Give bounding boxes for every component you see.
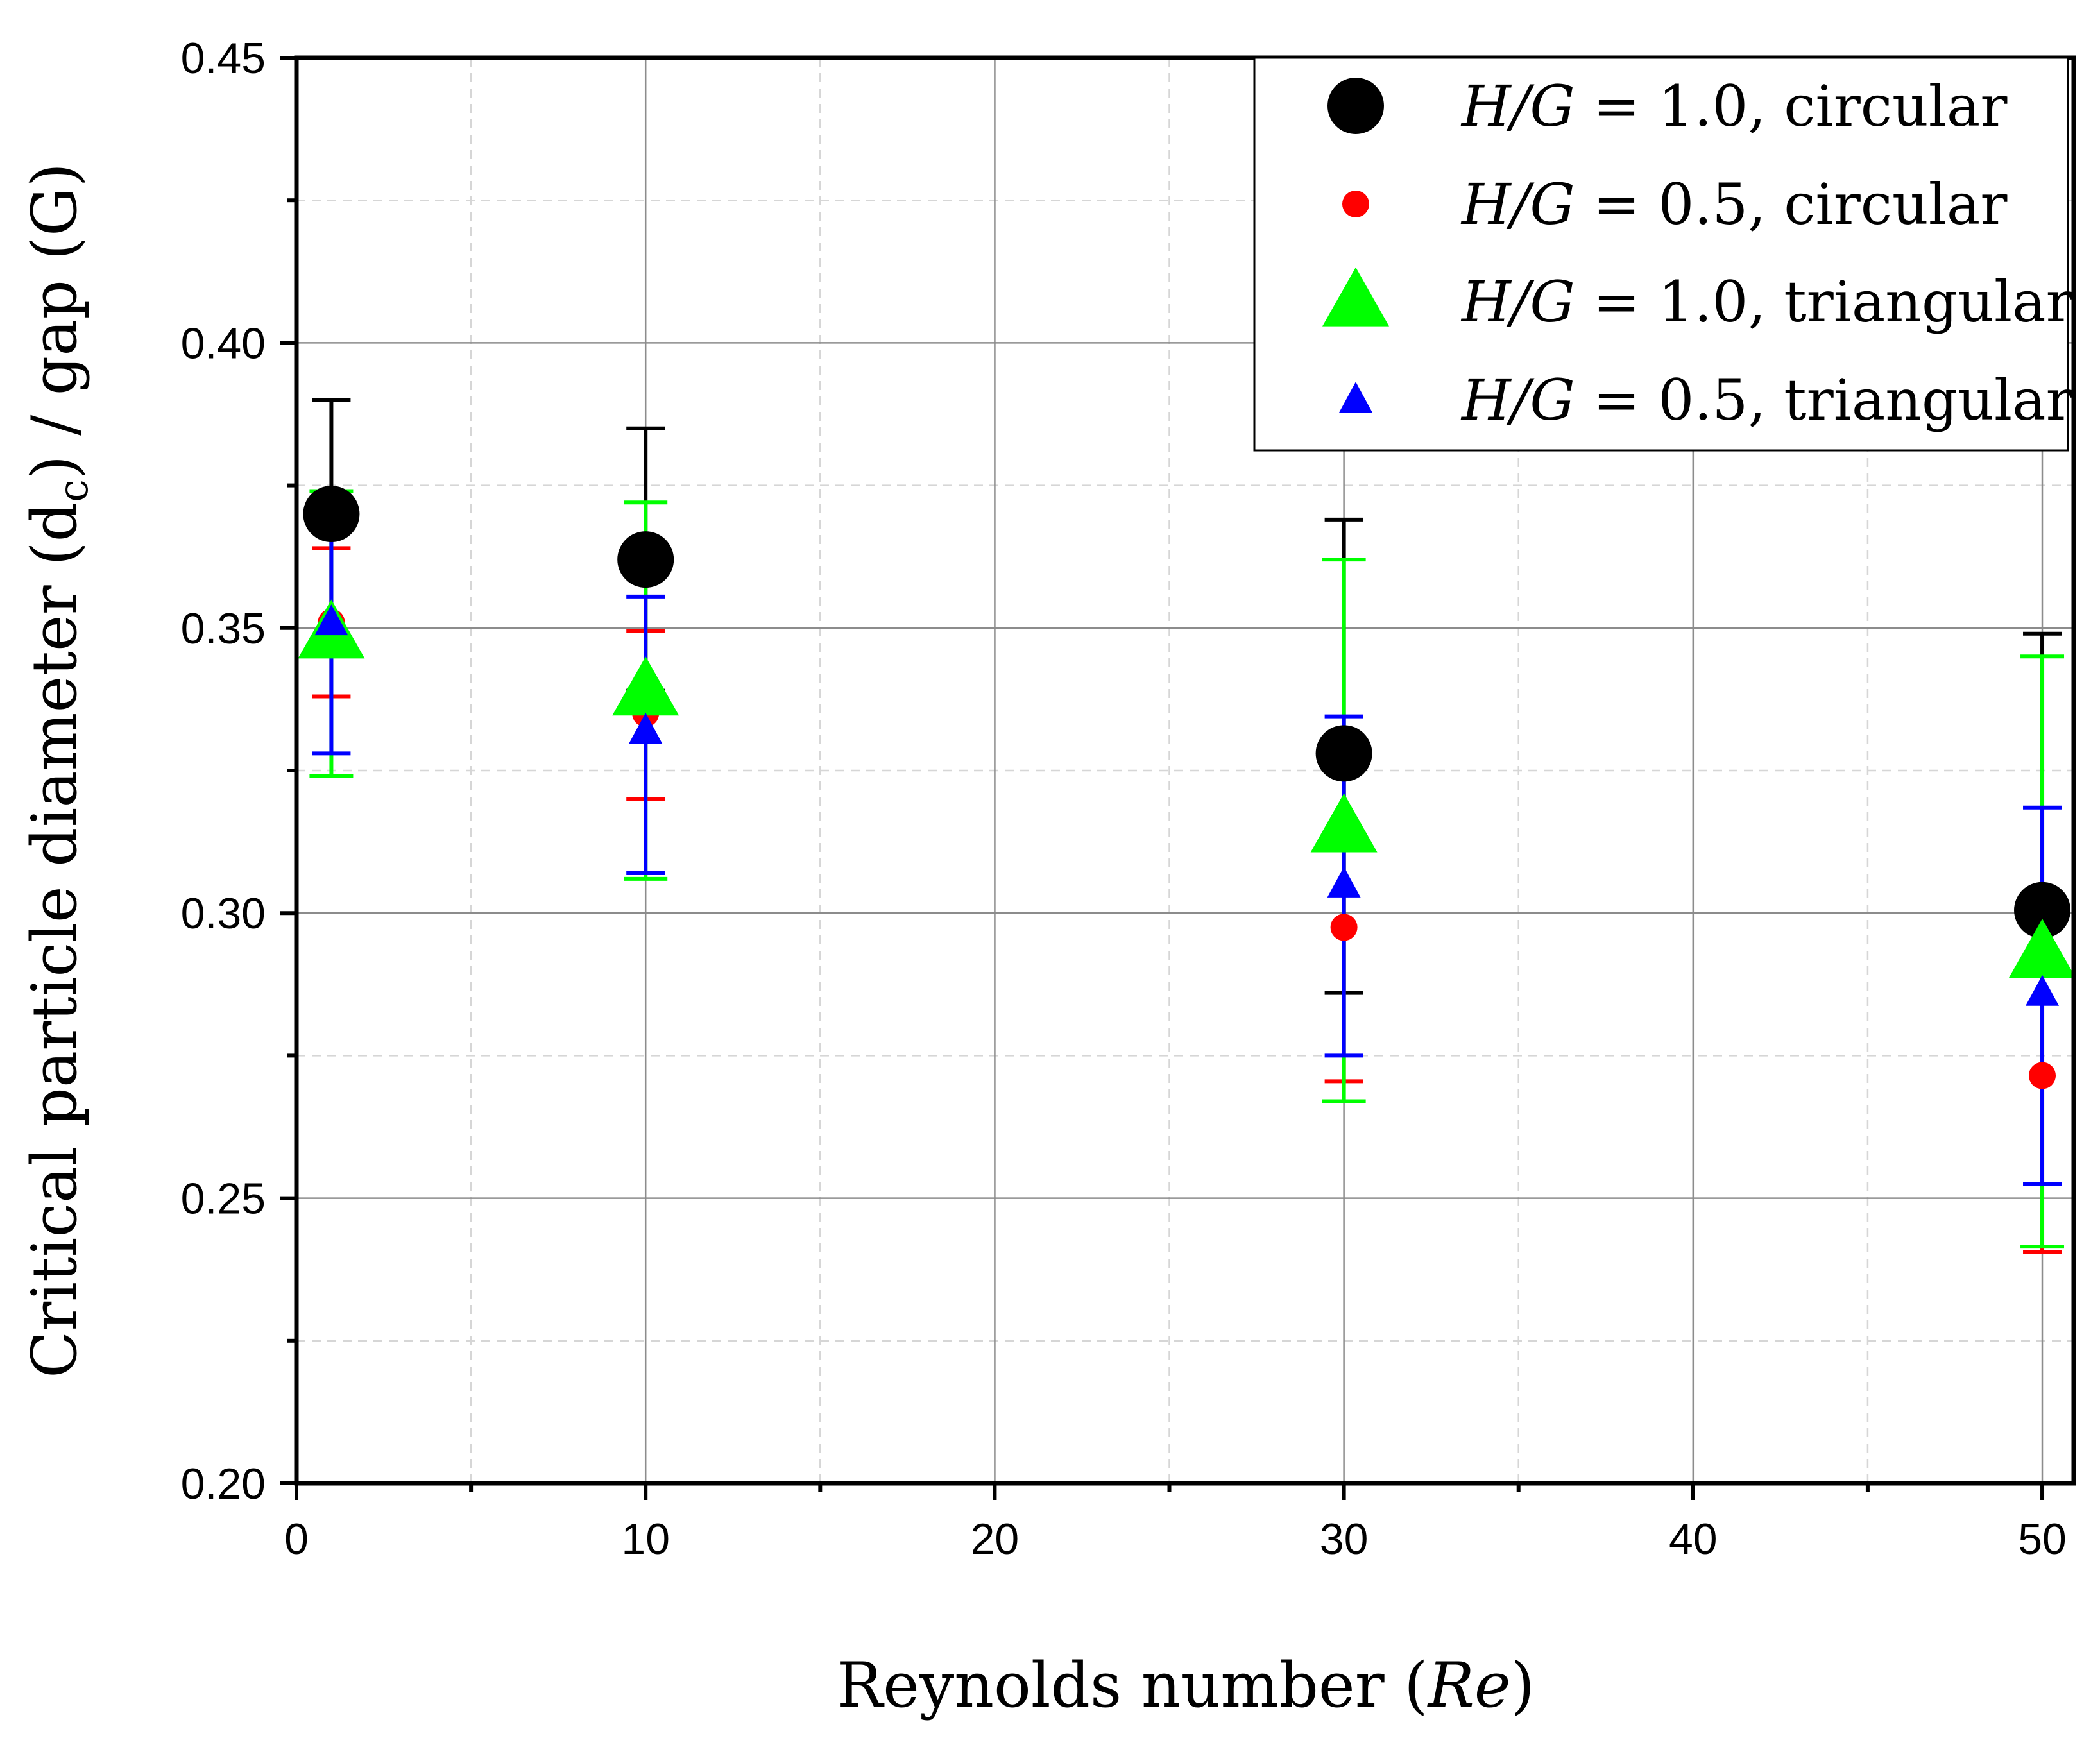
x-axis-title-italic: Re [1427,1649,1511,1721]
y-axis-title-subscript: c [50,479,98,502]
legend-label-rest: = 1.0, triangular [1575,269,2074,335]
data-point [1310,793,1378,853]
legend-marker [1327,78,1384,134]
data-point [1330,914,1358,941]
legend-label: H/G = 0.5, triangular [1460,367,2074,433]
legend-label: H/G = 1.0, triangular [1460,269,2074,335]
y-tick-label: 0.20 [181,1460,266,1508]
legend-marker [1342,191,1369,217]
y-tick-label: 0.35 [181,604,266,653]
y-axis-title-prefix: Critical particle diameter (d [19,502,90,1378]
x-axis-title-prefix: Reynolds number ( [837,1649,1428,1721]
data-markers [298,486,2076,1089]
legend-label-rest: = 0.5, triangular [1575,367,2074,433]
legend-label-italic: H/G [1460,73,1575,139]
legend-label-italic: H/G [1460,367,1575,433]
legend-entry: H/G = 1.0, triangular [1322,267,2074,335]
data-point [2014,882,2071,939]
data-point [629,712,663,744]
axis-ticks: 0 10 20 30 40 50 0.20 0.25 0.30 0.35 0.40 0.45 [181,34,2067,1563]
data-point [2009,919,2076,978]
x-tick-label: 10 [621,1515,670,1563]
x-tick-label: 50 [2018,1515,2067,1563]
legend-entry: H/G = 0.5, circular [1342,171,2008,237]
data-point [2029,1062,2056,1089]
x-axis-title-suffix: ) [1511,1649,1535,1721]
data-point [2026,975,2060,1006]
x-tick-label: 0 [284,1515,309,1563]
y-tick-label: 0.40 [181,319,266,368]
data-point [1315,725,1372,782]
y-tick-label: 0.25 [181,1175,266,1223]
legend-entry: H/G = 1.0, circular [1327,73,2008,139]
y-tick-label: 0.30 [181,889,266,938]
legend-marker [1339,382,1372,413]
x-tick-label: 20 [971,1515,1020,1563]
x-axis-title: Reynolds number (Re) [837,1649,1535,1721]
data-point [303,486,360,543]
legend-marker [1322,267,1389,327]
legend-box [1253,56,2069,452]
x-tick-label: 40 [1669,1515,1718,1563]
data-point [314,604,348,636]
y-axis-title: Critical particle diameter (dc) / gap (G… [19,163,98,1378]
data-point [612,656,679,716]
legend-label-italic: H/G [1460,171,1575,237]
legend-label-rest: = 1.0, circular [1575,73,2008,139]
plot-area-frame [294,55,2076,1486]
legend-label: H/G = 1.0, circular [1460,73,2008,139]
legend-label: H/G = 0.5, circular [1460,171,2008,237]
legend-label-italic: H/G [1460,269,1575,335]
y-axis-title-suffix: ) / gap (G) [19,163,90,479]
legend-label-rest: = 0.5, circular [1575,171,2008,237]
data-point [1327,866,1361,898]
y-tick-label: 0.45 [181,34,266,83]
data-point [617,531,674,588]
legend-entry: H/G = 0.5, triangular [1339,367,2074,433]
x-tick-label: 30 [1320,1515,1369,1563]
